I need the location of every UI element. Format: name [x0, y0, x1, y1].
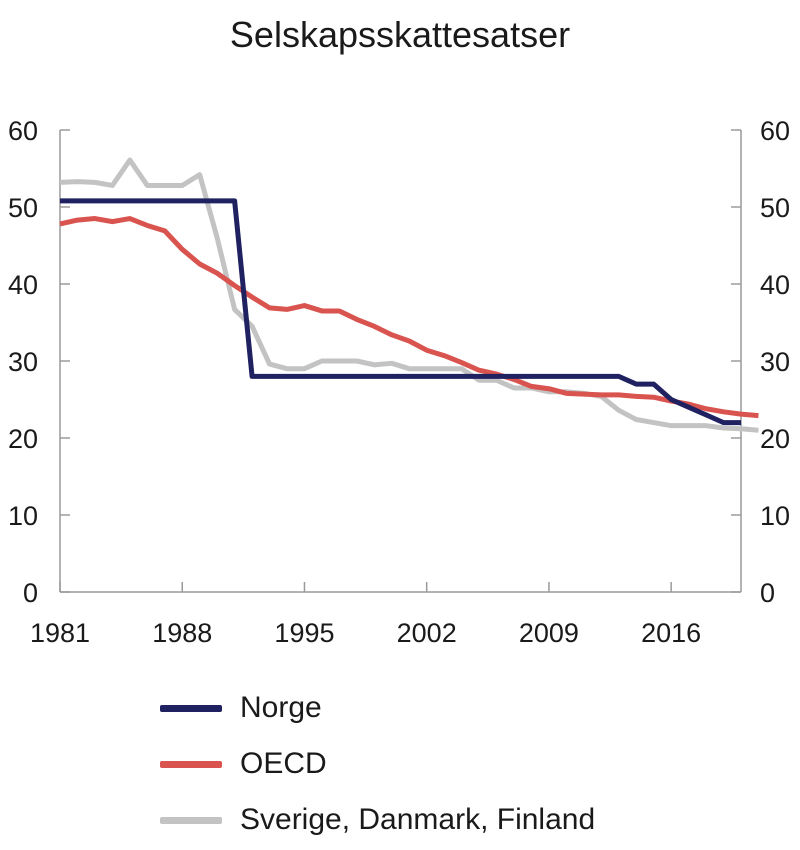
y-tick-label-right: 50: [760, 193, 790, 223]
y-tick-label-right: 20: [760, 424, 790, 454]
legend-label: OECD: [240, 747, 327, 780]
y-tick-label-left: 40: [8, 270, 38, 300]
series-line-sverige-danmark-finland: [59, 157, 759, 433]
y-tick-label-left: 0: [23, 578, 38, 608]
y-tick-label-right: 30: [760, 347, 790, 377]
series-lines: [59, 157, 759, 433]
y-tick-label-right: 40: [760, 270, 790, 300]
x-tick-label: 2009: [519, 618, 579, 648]
y-tick-label-right: 10: [760, 501, 790, 531]
y-tick-label-left: 50: [8, 193, 38, 223]
y-tick-label-left: 10: [8, 501, 38, 531]
legend-label: Sverige, Danmark, Finland: [240, 803, 596, 836]
legend-item-norge: Norge: [160, 680, 595, 736]
series-line-oecd: [59, 216, 759, 419]
x-tick-label: 1981: [30, 618, 90, 648]
legend-swatch: [160, 816, 222, 824]
x-tick-label: 1988: [152, 618, 212, 648]
x-tick-label: 1995: [274, 618, 334, 648]
chart-title: Selskapsskattesatser: [229, 14, 571, 55]
y-tick-label-right: 60: [760, 116, 790, 146]
x-tick-label: 2016: [641, 618, 701, 648]
x-tick-label: 2002: [397, 618, 457, 648]
series-line-norge: [60, 198, 741, 426]
line-chart: 0 0 10 10 20 20 30 30 40 40 50 50 60 60 1981 1988 1995 20…: [8, 116, 790, 648]
legend-swatch: [160, 760, 222, 768]
legend-swatch: [160, 704, 222, 712]
legend-item-sverige-danmark-finland: Sverige, Danmark, Finland: [160, 792, 595, 848]
y-tick-label-right: 0: [760, 578, 775, 608]
legend: Norge OECD Sverige, Danmark, Finland: [160, 680, 595, 848]
y-tick-label-left: 30: [8, 347, 38, 377]
legend-label: Norge: [240, 691, 322, 724]
axes: 0 0 10 10 20 20 30 30 40 40 50 50 60 60 1981 1988 1995 20…: [8, 116, 790, 648]
y-tick-label-left: 60: [8, 116, 38, 146]
y-tick-label-left: 20: [8, 424, 38, 454]
legend-item-oecd: OECD: [160, 736, 595, 792]
